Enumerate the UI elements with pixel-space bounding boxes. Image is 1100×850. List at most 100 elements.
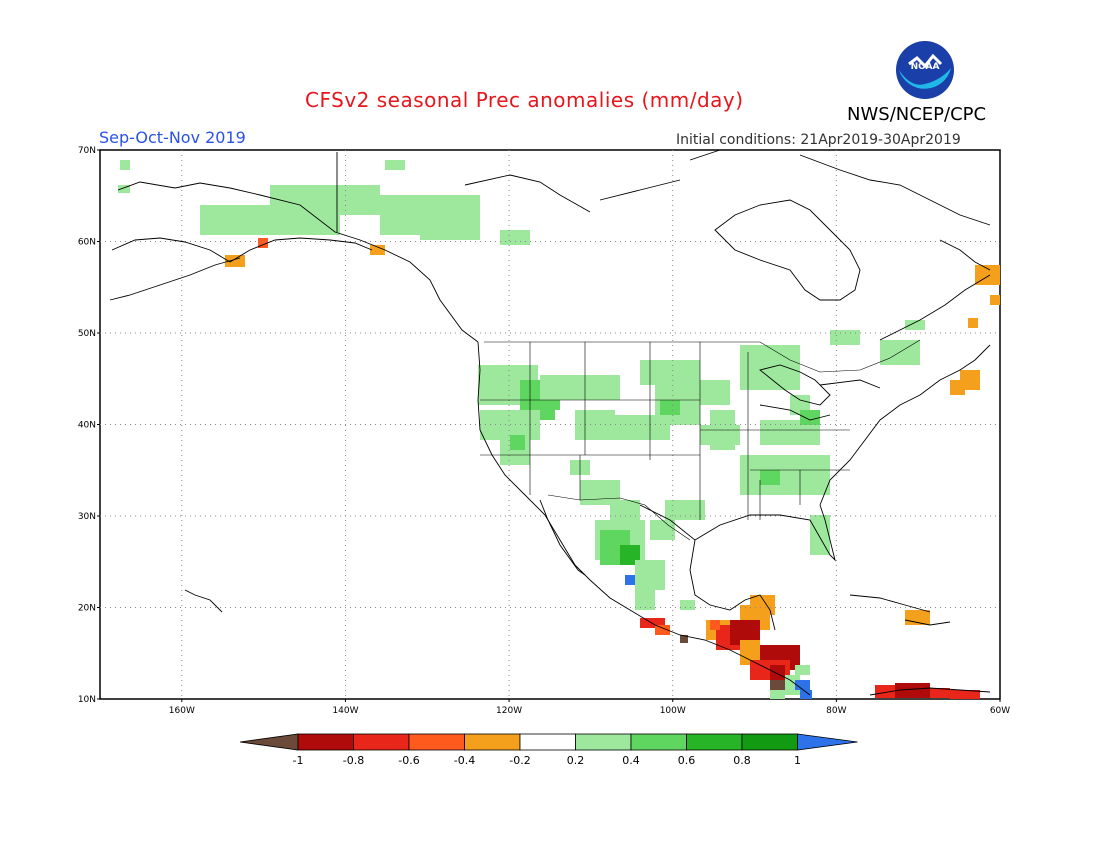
anomaly-cell bbox=[650, 520, 675, 540]
lon-label: 120W bbox=[496, 706, 522, 716]
anomaly-cell bbox=[700, 425, 740, 445]
alaska-peninsula bbox=[109, 257, 241, 301]
anomaly-cell bbox=[760, 470, 780, 485]
gulf-coast bbox=[639, 504, 836, 631]
lat-label: 10N bbox=[78, 695, 96, 705]
west-coast-us bbox=[477, 341, 591, 581]
lat-label: 40N bbox=[78, 421, 96, 431]
colorbar-label: -0.8 bbox=[343, 754, 364, 767]
us-mexico-border bbox=[547, 494, 691, 541]
anomaly-cell bbox=[795, 665, 810, 675]
anomaly-cell bbox=[420, 215, 480, 240]
lon-label: 160W bbox=[169, 706, 195, 716]
great-lakes bbox=[759, 364, 881, 421]
alaska-coast bbox=[117, 181, 479, 343]
anomaly-cell bbox=[990, 295, 1000, 305]
colorbar: -1 -0.8 -0.6 -0.4 -0.2 0.2 0.4 0.6 0.8 1 bbox=[239, 733, 858, 767]
initial-conditions-label: Initial conditions: 21Apr2019-30Apr2019 bbox=[676, 132, 961, 148]
anomaly-cell bbox=[655, 625, 670, 635]
country-state-borders bbox=[480, 339, 921, 541]
anomaly-cell bbox=[610, 500, 640, 520]
anomaly-cell bbox=[800, 410, 820, 425]
colorbar-segment bbox=[797, 733, 858, 751]
season-label: Sep-Oct-Nov 2019 bbox=[99, 128, 246, 147]
colorbar-segment bbox=[353, 733, 410, 751]
anomaly-cell bbox=[930, 688, 950, 698]
anomaly-cell bbox=[660, 400, 680, 415]
anomaly-cell bbox=[540, 405, 555, 420]
hawaii bbox=[184, 589, 223, 613]
anomaly-cell bbox=[770, 690, 785, 699]
mexico-west bbox=[589, 579, 811, 696]
colorbar-segment bbox=[741, 733, 798, 751]
cuba bbox=[849, 594, 931, 613]
east-coast-us bbox=[819, 344, 991, 506]
state-lines bbox=[480, 342, 850, 520]
colorbar-label: -0.4 bbox=[454, 754, 475, 767]
anomaly-cell bbox=[795, 680, 810, 690]
canada-east bbox=[879, 239, 991, 341]
noaa-logo: NOAA bbox=[896, 41, 954, 99]
colorbar-label: 0.6 bbox=[678, 754, 696, 767]
anomaly-cell bbox=[750, 595, 775, 615]
anomaly-cell bbox=[770, 665, 785, 680]
anomaly-cell bbox=[950, 380, 965, 395]
colorbar-segment bbox=[408, 733, 465, 751]
anomaly-cell bbox=[665, 500, 705, 520]
colorbar-label: 1 bbox=[794, 754, 801, 767]
anomaly-cell bbox=[625, 575, 635, 585]
anomaly-cell bbox=[950, 690, 980, 699]
anomaly-cell bbox=[500, 230, 530, 245]
colorbar-segment bbox=[686, 733, 743, 751]
colorbar-label: 0.2 bbox=[567, 754, 585, 767]
anomaly-cell bbox=[740, 455, 830, 495]
anomaly-cell bbox=[540, 375, 620, 400]
anomaly-cell bbox=[830, 330, 860, 345]
lat-label: 30N bbox=[78, 512, 96, 522]
anomaly-cell bbox=[120, 160, 130, 170]
lat-label: 50N bbox=[78, 329, 96, 339]
anomaly-cell bbox=[635, 585, 655, 610]
anomaly-cell bbox=[740, 640, 760, 665]
anomaly-cell bbox=[800, 690, 812, 699]
anomaly-cell bbox=[875, 685, 895, 698]
colorbar-segment bbox=[239, 733, 299, 751]
anomaly-cell bbox=[710, 620, 720, 630]
graticule bbox=[100, 150, 1000, 699]
baja bbox=[539, 499, 586, 576]
lon-label: 80W bbox=[826, 706, 846, 716]
hispaniola bbox=[904, 619, 951, 626]
alaska-south-coast bbox=[111, 237, 373, 263]
colorbar-label: -0.2 bbox=[509, 754, 530, 767]
colorbar-label: -1 bbox=[293, 754, 304, 767]
colorbar-label: 0.8 bbox=[733, 754, 751, 767]
axis-ticks: 70N 60N 50N 40N 30N 20N 10N 160W 140W 120W 100W 80W… bbox=[78, 146, 1010, 716]
anomaly-cell bbox=[270, 185, 380, 215]
anomaly-cell bbox=[118, 185, 130, 193]
lat-label: 20N bbox=[78, 604, 96, 614]
anomaly-cell bbox=[370, 245, 385, 255]
anomaly-cell bbox=[895, 683, 930, 698]
us-canada-border bbox=[484, 339, 921, 373]
lon-label: 60W bbox=[990, 706, 1010, 716]
arctic-islands bbox=[464, 149, 991, 226]
anomaly-cell bbox=[385, 160, 405, 170]
lat-label: 60N bbox=[78, 238, 96, 248]
anomaly-cell bbox=[510, 435, 525, 450]
anomaly-cells bbox=[118, 160, 1000, 699]
colorbar-segment bbox=[464, 733, 521, 751]
lat-label: 70N bbox=[78, 146, 96, 156]
lon-label: 140W bbox=[332, 706, 358, 716]
south-america-north bbox=[869, 687, 991, 696]
anomaly-cell bbox=[258, 238, 268, 248]
anomaly-cell bbox=[810, 515, 830, 555]
hudson-bay bbox=[714, 199, 861, 301]
anomaly-cell bbox=[680, 635, 688, 643]
colorbar-label: -0.6 bbox=[398, 754, 419, 767]
colorbar-label: 0.4 bbox=[622, 754, 640, 767]
colorbar-segment bbox=[575, 733, 632, 751]
logo-text: NOAA bbox=[911, 62, 940, 72]
anomaly-cell bbox=[770, 360, 800, 380]
anomaly-cell bbox=[680, 600, 695, 610]
